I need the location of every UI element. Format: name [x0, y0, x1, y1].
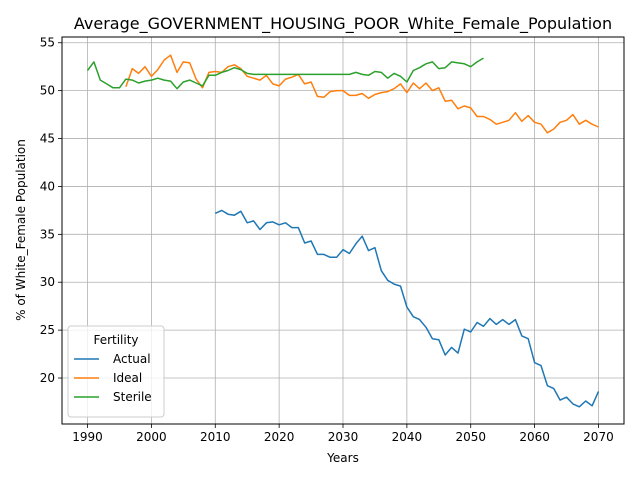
legend-box [67, 325, 165, 418]
y-tick-label: 45 [40, 132, 55, 146]
x-tick-label: 2040 [392, 430, 423, 444]
y-tick-label: 20 [40, 371, 55, 385]
series-line-actual [214, 209, 600, 408]
legend-label-actual: Actual [113, 352, 151, 366]
y-tick-label: 40 [40, 179, 55, 193]
series-line-sterile [86, 57, 484, 90]
x-tick-label: 2050 [455, 430, 486, 444]
y-axis-label: % of White_Female Population [14, 139, 28, 321]
chart-title: Average_GOVERNMENT_HOUSING_POOR_White_Fe… [74, 14, 612, 34]
legend: Fertility Actual Ideal Sterile [67, 325, 165, 418]
x-tick-label: 2030 [328, 430, 359, 444]
x-axis-label: Years [326, 451, 359, 465]
x-tick-label: 2020 [264, 430, 295, 444]
x-tick-label: 2070 [583, 430, 614, 444]
legend-label-sterile: Sterile [113, 390, 152, 404]
legend-label-ideal: Ideal [113, 371, 142, 385]
x-tick-label: 2000 [136, 430, 167, 444]
y-tick-label: 25 [40, 323, 55, 337]
x-tick-label: 1990 [72, 430, 103, 444]
y-tick-label: 30 [40, 275, 55, 289]
x-tick-label: 2010 [200, 430, 231, 444]
x-tick-label: 2060 [519, 430, 550, 444]
y-tick-label: 50 [40, 84, 55, 98]
y-tick-label: 35 [40, 227, 55, 241]
y-tick-label: 55 [40, 36, 55, 50]
legend-title: Fertility [93, 333, 138, 347]
